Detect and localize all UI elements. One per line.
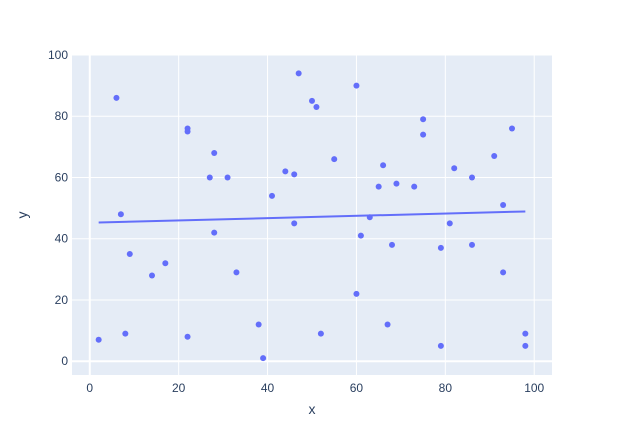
data-point	[446, 220, 453, 227]
data-point	[500, 269, 507, 276]
data-point	[233, 269, 240, 276]
data-point	[224, 174, 231, 181]
data-point	[113, 94, 120, 101]
data-point	[255, 321, 262, 328]
data-point	[211, 149, 218, 156]
data-point	[366, 214, 373, 221]
data-point	[317, 330, 324, 337]
data-point	[353, 290, 360, 297]
data-point	[522, 342, 529, 349]
data-point	[291, 171, 298, 178]
data-point	[393, 180, 400, 187]
trend-line	[98, 210, 526, 224]
data-points	[95, 70, 529, 362]
data-point	[126, 251, 133, 258]
y-axis-title: y	[14, 212, 30, 219]
data-point	[420, 116, 427, 123]
data-point	[331, 156, 338, 163]
data-point	[353, 82, 360, 89]
data-point	[184, 333, 191, 340]
y-tick-label: 80	[55, 109, 69, 123]
data-point	[469, 241, 475, 248]
tick-labels: 0 20 40 60 80 100 0 20 40 60 80 100	[48, 48, 545, 395]
x-axis-title: x	[309, 401, 316, 417]
data-point	[509, 125, 515, 132]
data-point	[522, 330, 529, 337]
data-point	[420, 131, 427, 138]
data-point	[95, 336, 102, 343]
data-point	[211, 229, 218, 236]
data-point	[206, 174, 213, 181]
plot-background	[72, 55, 552, 375]
y-tick-label: 0	[61, 354, 68, 368]
data-point	[500, 202, 507, 209]
data-point	[269, 192, 275, 199]
data-point	[295, 70, 302, 77]
x-tick-label: 80	[439, 381, 453, 395]
x-tick-label: 100	[524, 381, 544, 395]
trend-line-layer	[98, 210, 526, 224]
y-tick-label: 100	[48, 48, 68, 62]
data-point	[309, 97, 315, 104]
data-point	[437, 244, 444, 251]
data-point	[384, 321, 391, 328]
data-point	[282, 168, 289, 175]
data-point	[469, 174, 475, 181]
data-point	[260, 355, 267, 362]
data-point	[375, 183, 382, 190]
data-point	[184, 128, 191, 135]
data-point	[380, 162, 387, 169]
x-tick-label: 60	[350, 381, 364, 395]
y-tick-label: 60	[55, 170, 69, 184]
y-tick-label: 40	[55, 232, 69, 246]
data-point	[357, 232, 364, 239]
data-point	[122, 330, 129, 337]
data-point	[117, 211, 124, 218]
data-point	[313, 104, 320, 111]
data-point	[389, 241, 395, 248]
x-tick-label: 40	[261, 381, 275, 395]
data-point	[162, 260, 169, 267]
data-point	[451, 165, 458, 172]
x-tick-label: 0	[86, 381, 93, 395]
data-point	[491, 153, 498, 160]
data-point	[411, 183, 418, 190]
data-point	[291, 220, 298, 227]
y-tick-label: 20	[55, 293, 69, 307]
data-point	[437, 342, 444, 349]
data-point	[149, 272, 155, 279]
x-tick-label: 20	[172, 381, 186, 395]
